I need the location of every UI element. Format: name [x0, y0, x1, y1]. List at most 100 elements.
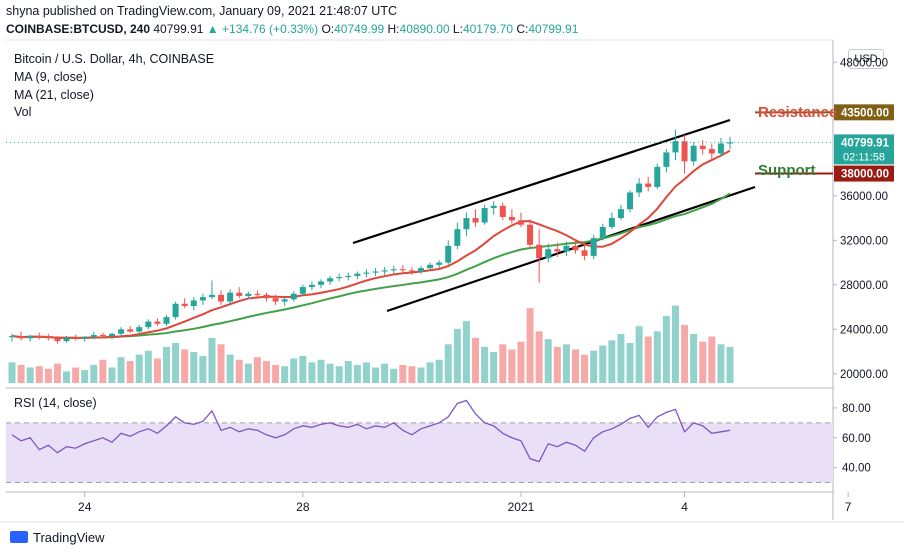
volume-bar[interactable]	[553, 346, 561, 383]
candle[interactable]	[136, 324, 143, 334]
candle[interactable]	[536, 229, 543, 283]
volume-bar[interactable]	[581, 354, 589, 383]
candle[interactable]	[645, 176, 652, 192]
candle[interactable]	[554, 242, 561, 258]
volume-bar[interactable]	[726, 346, 734, 383]
candle[interactable]	[690, 142, 697, 166]
candle[interactable]	[90, 331, 97, 340]
candle[interactable]	[63, 336, 70, 343]
candle[interactable]	[681, 134, 688, 174]
candle[interactable]	[590, 234, 597, 260]
volume-bar[interactable]	[571, 349, 579, 383]
volume-bar[interactable]	[72, 367, 80, 383]
volume-bar[interactable]	[308, 362, 316, 383]
candle[interactable]	[545, 243, 552, 263]
volume-bar[interactable]	[662, 315, 670, 383]
candle[interactable]	[627, 190, 634, 213]
candle[interactable]	[72, 334, 79, 341]
candle[interactable]	[9, 333, 15, 342]
candle[interactable]	[517, 212, 524, 227]
candle[interactable]	[127, 326, 134, 333]
volume-bar[interactable]	[208, 337, 216, 383]
volume-bar[interactable]	[290, 358, 298, 383]
candle[interactable]	[263, 292, 270, 302]
volume-bar[interactable]	[417, 367, 425, 383]
candle[interactable]	[427, 262, 434, 271]
volume-bar[interactable]	[172, 343, 180, 383]
candle[interactable]	[472, 209, 479, 227]
volume-bar[interactable]	[490, 352, 498, 383]
volume-bar[interactable]	[608, 340, 616, 383]
volume-bar[interactable]	[226, 354, 234, 383]
volume-bar[interactable]	[317, 359, 325, 383]
candle[interactable]	[172, 301, 179, 320]
volume-bar[interactable]	[26, 367, 34, 383]
ma21-legend[interactable]: MA (21, close)	[14, 88, 94, 102]
volume-bar[interactable]	[681, 324, 689, 383]
candle[interactable]	[372, 268, 379, 276]
ma9-line[interactable]	[11, 149, 731, 339]
volume-bar[interactable]	[299, 355, 307, 383]
volume-bar[interactable]	[108, 367, 116, 383]
volume-bar[interactable]	[53, 363, 61, 383]
candle[interactable]	[27, 334, 34, 342]
volume-bar[interactable]	[163, 346, 171, 383]
volume-bar[interactable]	[90, 364, 98, 383]
candle[interactable]	[508, 209, 515, 224]
candle[interactable]	[408, 267, 415, 275]
chart-title[interactable]: Bitcoin / U.S. Dollar, 4h, COINBASE	[14, 52, 215, 66]
volume-bar[interactable]	[544, 339, 552, 383]
volume-bar[interactable]	[508, 349, 516, 383]
candle[interactable]	[45, 333, 52, 341]
volume-bar[interactable]	[8, 362, 16, 383]
candle[interactable]	[608, 212, 615, 230]
candle[interactable]	[581, 244, 588, 261]
candle[interactable]	[454, 222, 461, 250]
candle[interactable]	[363, 269, 370, 278]
volume-bar[interactable]	[699, 341, 707, 383]
candle[interactable]	[654, 163, 661, 190]
candle[interactable]	[445, 240, 452, 265]
candle[interactable]	[572, 239, 579, 254]
volume-bar[interactable]	[444, 344, 452, 383]
candle[interactable]	[154, 318, 161, 327]
volume-bar[interactable]	[326, 363, 334, 383]
candle[interactable]	[236, 287, 243, 299]
candle[interactable]	[717, 137, 724, 157]
candle[interactable]	[218, 290, 225, 305]
candle[interactable]	[527, 219, 534, 250]
volume-bar[interactable]	[235, 359, 243, 383]
volume-bar[interactable]	[17, 364, 25, 383]
candle[interactable]	[481, 204, 488, 225]
candle[interactable]	[490, 201, 497, 215]
volume-bar[interactable]	[35, 366, 43, 383]
volume-bar[interactable]	[690, 333, 698, 383]
candle[interactable]	[281, 297, 288, 306]
upper-channel-line[interactable]	[352, 118, 731, 245]
candle[interactable]	[390, 265, 397, 274]
candle[interactable]	[336, 273, 343, 282]
volume-bar[interactable]	[562, 344, 570, 383]
volume-bar[interactable]	[135, 354, 143, 383]
volume-bar[interactable]	[481, 346, 489, 383]
candle[interactable]	[299, 284, 306, 296]
candle[interactable]	[145, 319, 152, 330]
candle[interactable]	[663, 149, 670, 173]
candle[interactable]	[272, 294, 279, 305]
candle[interactable]	[563, 241, 570, 256]
volume-bar[interactable]	[126, 361, 134, 383]
rsi-line[interactable]	[11, 399, 731, 463]
volume-bar[interactable]	[262, 361, 270, 383]
volume-bar[interactable]	[399, 364, 407, 383]
candle[interactable]	[181, 298, 188, 309]
volume-bar[interactable]	[217, 344, 225, 383]
volume-bar[interactable]	[335, 366, 343, 383]
candle[interactable]	[327, 275, 334, 285]
volume-bar[interactable]	[635, 326, 643, 383]
volume-bar[interactable]	[372, 367, 380, 383]
candle[interactable]	[599, 223, 606, 241]
volume-bar[interactable]	[181, 349, 189, 383]
candle[interactable]	[436, 260, 443, 269]
candle[interactable]	[227, 289, 234, 304]
